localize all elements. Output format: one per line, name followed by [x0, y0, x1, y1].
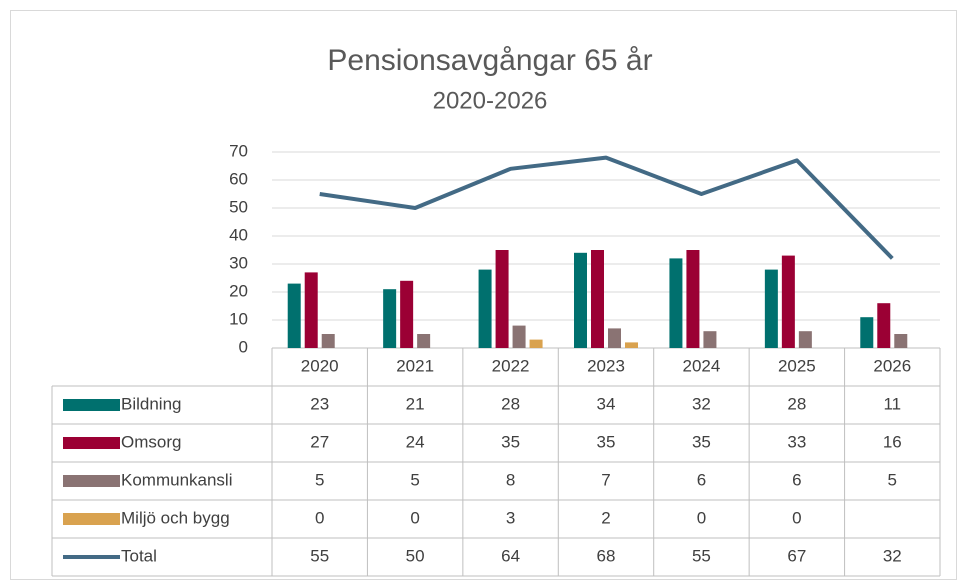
y-tick-label: 70 — [229, 141, 248, 160]
bar — [686, 250, 700, 348]
table-value: 2 — [601, 508, 610, 527]
bar — [860, 317, 874, 348]
legend-label: Kommunkansli — [121, 470, 233, 489]
table-value: 8 — [506, 470, 515, 489]
legend-key — [63, 399, 120, 411]
table-value: 28 — [501, 394, 520, 413]
bar — [608, 328, 621, 348]
x-tick-label: 2023 — [587, 356, 625, 375]
bar — [304, 272, 318, 348]
bar — [669, 258, 683, 348]
bar — [321, 334, 335, 348]
bar — [512, 325, 526, 348]
bar — [703, 331, 717, 348]
bar — [764, 269, 778, 348]
table-value: 16 — [883, 432, 902, 451]
table-value: 5 — [315, 470, 324, 489]
bar — [495, 250, 509, 348]
table-value: 0 — [315, 508, 324, 527]
table-value: 33 — [787, 432, 806, 451]
table-value: 68 — [597, 546, 616, 565]
bar — [781, 255, 795, 348]
chart-subtitle: 2020-2026 — [433, 87, 548, 114]
bar — [287, 283, 301, 348]
table-value: 50 — [406, 546, 425, 565]
y-tick-label: 50 — [229, 197, 248, 216]
bar — [478, 269, 492, 348]
table-value: 34 — [597, 394, 616, 413]
table-value: 35 — [501, 432, 520, 451]
table-value: 35 — [692, 432, 711, 451]
legend-label: Bildning — [121, 394, 182, 413]
x-tick-label: 2025 — [778, 356, 816, 375]
table-value: 55 — [310, 546, 329, 565]
legend-label: Total — [121, 546, 157, 565]
line-series — [319, 155, 894, 260]
bar — [400, 280, 414, 348]
legend-label: Miljö och bygg — [121, 508, 230, 527]
y-tick-label: 30 — [229, 253, 248, 272]
legend-label: Omsorg — [121, 432, 181, 451]
table-value: 0 — [410, 508, 419, 527]
bar — [591, 250, 604, 348]
chart-title: Pensionsavgångar 65 år — [327, 44, 652, 77]
table-value: 23 — [310, 394, 329, 413]
table-value: 32 — [883, 546, 902, 565]
x-tick-label: 2024 — [683, 356, 721, 375]
bar — [894, 334, 908, 348]
y-tick-label: 10 — [229, 309, 248, 328]
table-value: 55 — [692, 546, 711, 565]
table-value: 35 — [597, 432, 616, 451]
legend-key — [63, 437, 120, 449]
bar — [574, 252, 587, 348]
bar — [529, 339, 543, 348]
bar — [417, 334, 431, 348]
table-value: 21 — [406, 394, 425, 413]
table-value: 0 — [697, 508, 706, 527]
y-tick-label: 60 — [229, 169, 248, 188]
bar — [383, 289, 397, 348]
table-value: 11 — [883, 394, 901, 413]
x-tick-label: 2026 — [873, 356, 911, 375]
table-value: 7 — [601, 470, 610, 489]
legend-key — [63, 475, 120, 487]
x-tick-label: 2020 — [301, 356, 339, 375]
table-value: 27 — [310, 432, 329, 451]
y-tick-label: 20 — [229, 281, 248, 300]
bar — [798, 331, 812, 348]
table-value: 64 — [501, 546, 520, 565]
table-value: 67 — [787, 546, 806, 565]
x-tick-label: 2022 — [492, 356, 530, 375]
legend-key — [63, 513, 120, 525]
table-value: 28 — [787, 394, 806, 413]
table-value: 5 — [410, 470, 419, 489]
table-value: 6 — [697, 470, 706, 489]
table-value: 32 — [692, 394, 711, 413]
y-tick-label: 0 — [239, 337, 248, 356]
table-value: 3 — [506, 508, 515, 527]
table-value: 5 — [888, 470, 897, 489]
table-value: 0 — [792, 508, 801, 527]
y-tick-label: 40 — [229, 225, 248, 244]
table-value: 6 — [792, 470, 801, 489]
bar — [625, 342, 638, 348]
bar — [877, 303, 891, 348]
table-value: 24 — [406, 432, 425, 451]
x-tick-label: 2021 — [396, 356, 434, 375]
